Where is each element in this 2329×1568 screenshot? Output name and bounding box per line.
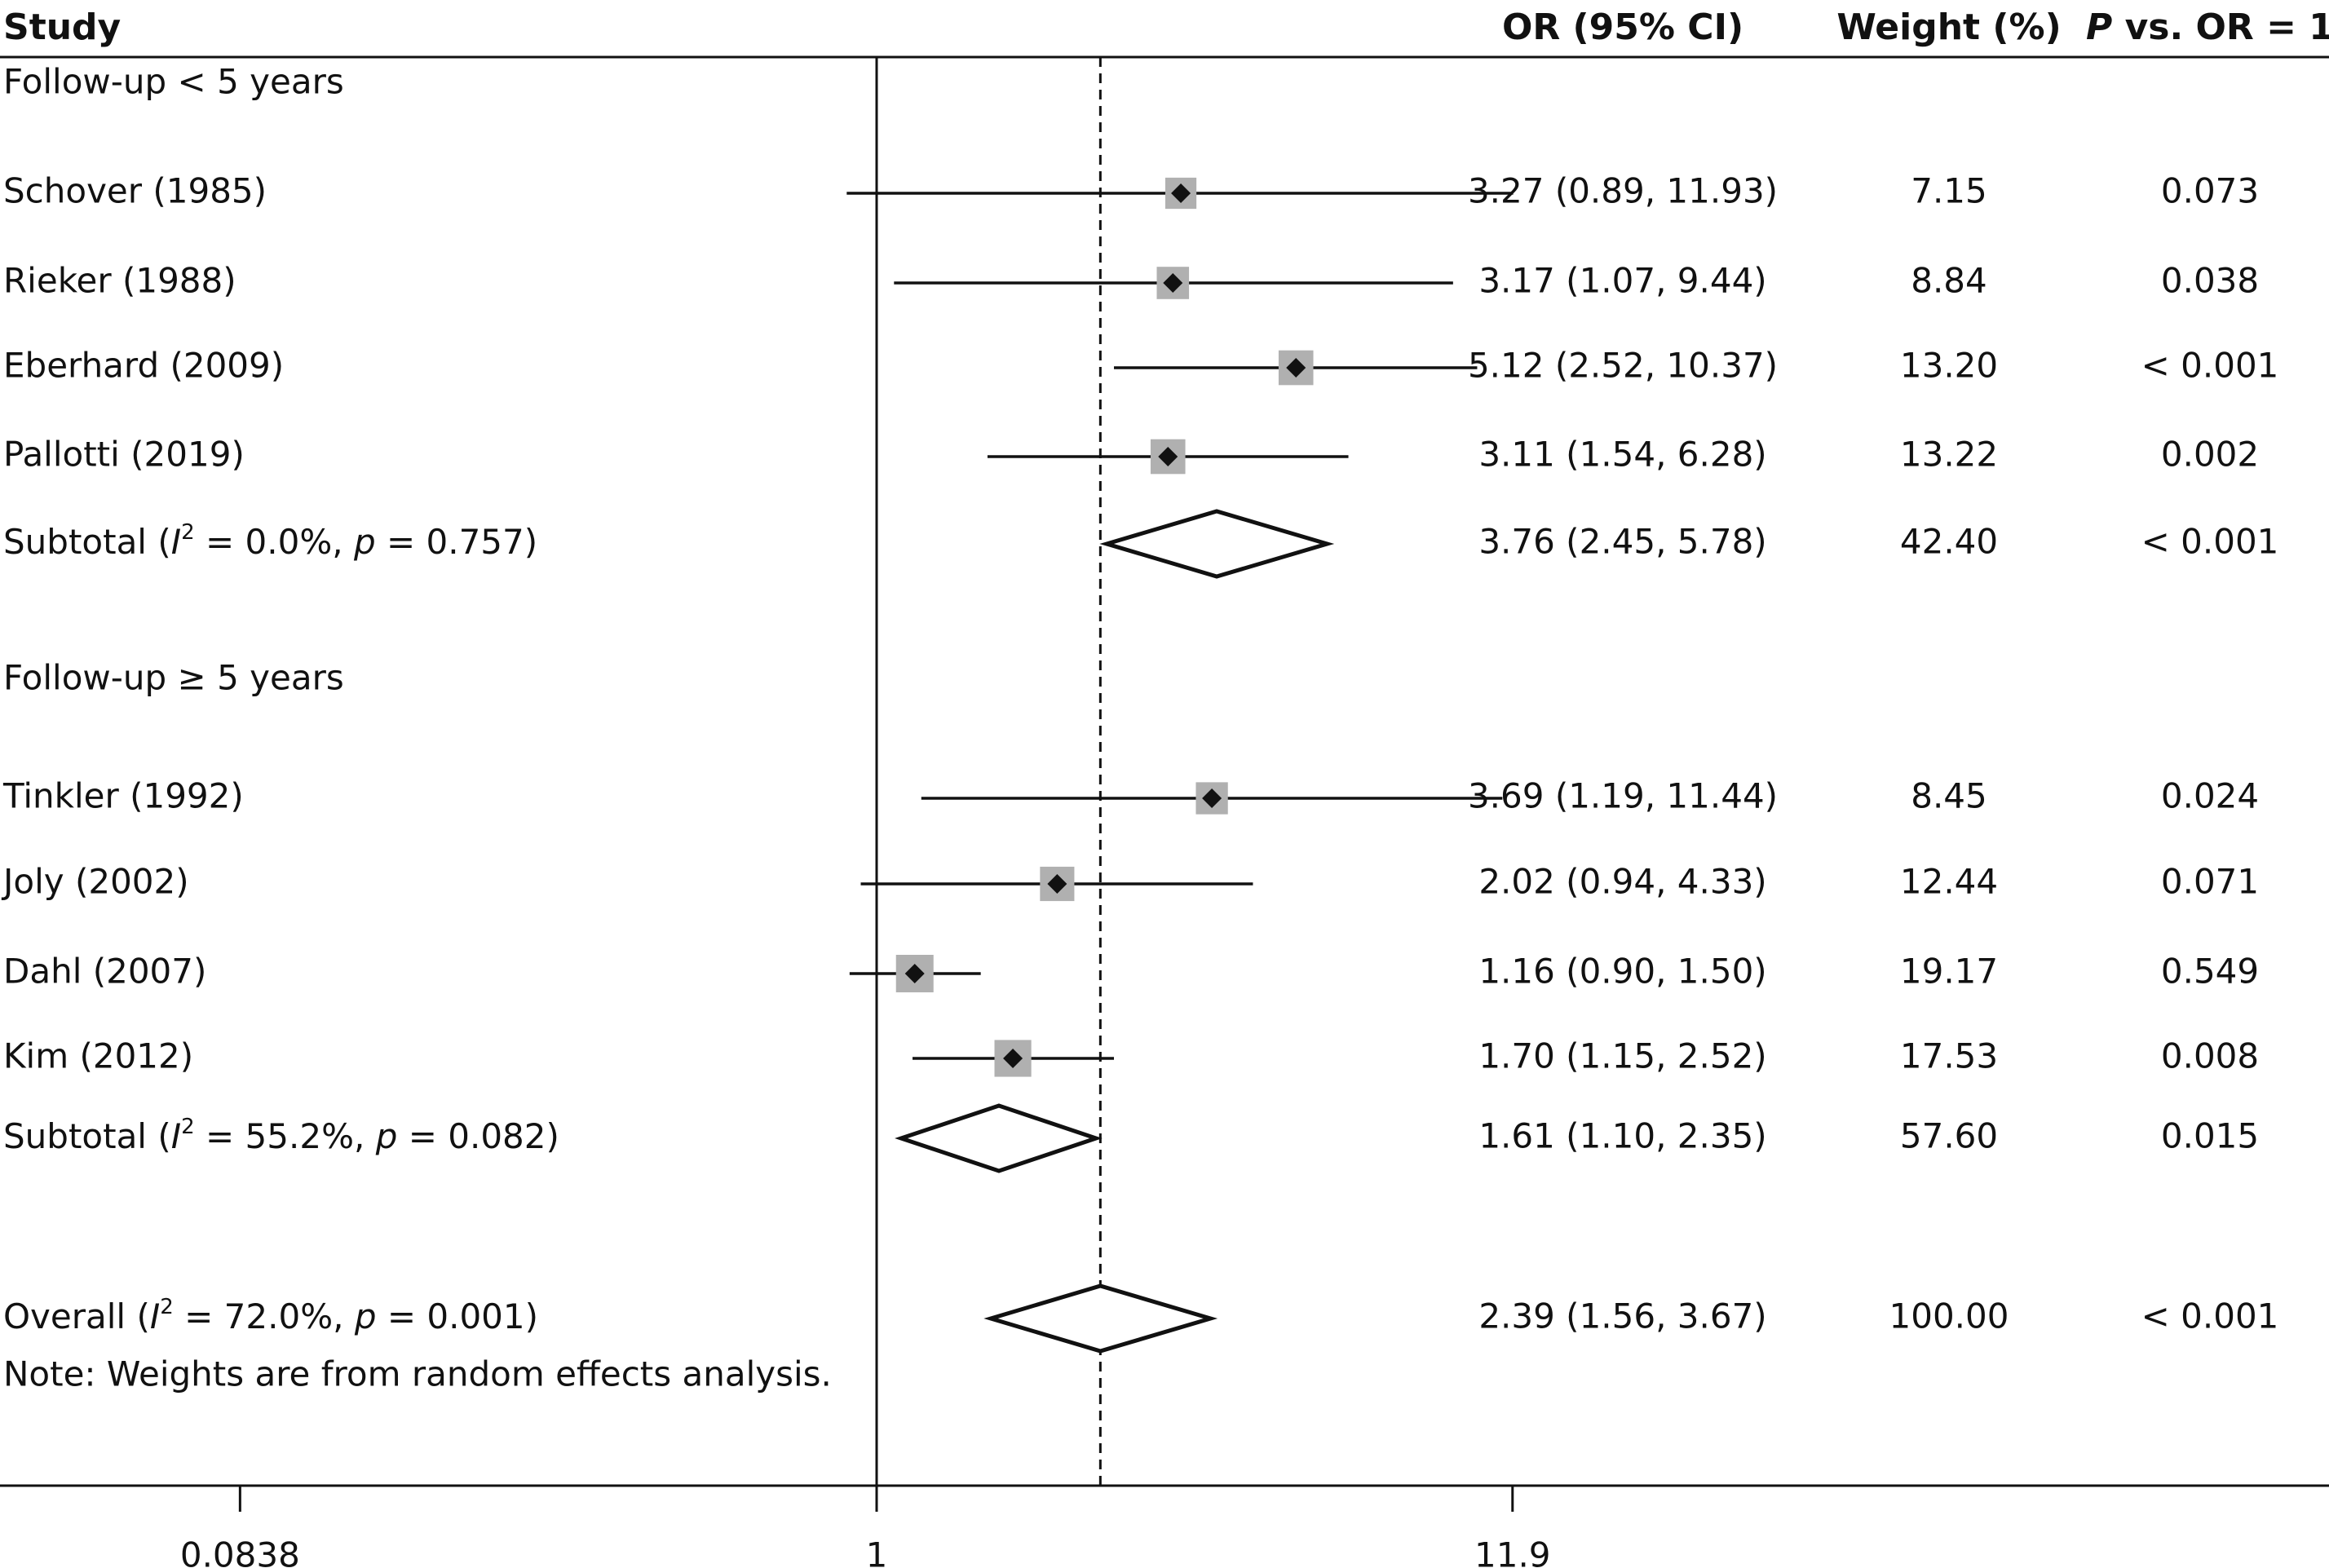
point-estimate <box>1163 273 1183 293</box>
subtotal-diamond <box>895 1103 1103 1173</box>
study-label: Schover (1985) <box>3 171 267 211</box>
weight-value: 100.00 <box>1889 1296 2009 1336</box>
overall-diamond <box>983 1283 1218 1354</box>
header-weight: Weight (%) <box>1836 7 2061 48</box>
weight-value: 13.22 <box>1900 435 1998 475</box>
point-estimate <box>1202 788 1222 808</box>
p-value: 0.015 <box>2161 1116 2259 1156</box>
p-value: 0.008 <box>2161 1036 2259 1076</box>
study-label: Dahl (2007) <box>3 952 206 992</box>
weight-value: 8.84 <box>1911 261 1987 301</box>
study-label: Eberhard (2009) <box>3 346 284 386</box>
x-tick-label: 1 <box>866 1535 888 1568</box>
footnote: Note: Weights are from random effects an… <box>3 1354 832 1394</box>
or-ci-value: 3.17 (1.07, 9.44) <box>1478 261 1766 301</box>
or-ci-value: 1.16 (0.90, 1.50) <box>1478 952 1766 992</box>
p-value: 0.024 <box>2161 776 2259 816</box>
weight-value: 12.44 <box>1900 862 1998 902</box>
p-value: 0.073 <box>2161 171 2259 211</box>
weight-value: 8.45 <box>1911 776 1987 816</box>
x-tick-label: 0.0838 <box>180 1535 300 1568</box>
subtotal-label: Subtotal (I2 = 0.0%, p = 0.757) <box>3 520 537 562</box>
or-ci-value: 5.12 (2.52, 10.37) <box>1468 346 1778 386</box>
or-ci-value: 3.69 (1.19, 11.44) <box>1468 776 1778 816</box>
or-ci-value: 2.39 (1.56, 3.67) <box>1478 1296 1766 1336</box>
p-value: < 0.001 <box>2141 1296 2279 1336</box>
study-label: Tinkler (1992) <box>2 776 244 816</box>
point-estimate <box>1003 1049 1023 1068</box>
weight-value: 57.60 <box>1900 1116 1998 1156</box>
header-study: Study <box>3 7 121 48</box>
p-value: < 0.001 <box>2141 522 2279 562</box>
or-ci-value: 3.76 (2.45, 5.78) <box>1478 522 1766 562</box>
or-ci-value: 3.11 (1.54, 6.28) <box>1478 435 1766 475</box>
p-value: 0.071 <box>2161 862 2259 902</box>
or-ci-value: 1.61 (1.10, 2.35) <box>1478 1116 1766 1156</box>
overall-label: Overall (I2 = 72.0%, p = 0.001) <box>3 1295 538 1336</box>
study-label: Rieker (1988) <box>3 261 236 301</box>
weight-value: 17.53 <box>1900 1036 1998 1076</box>
p-value: 0.002 <box>2161 435 2259 475</box>
point-estimate <box>1286 358 1306 378</box>
header-p-value: P vs. OR = 1 <box>2086 7 2329 48</box>
point-estimate <box>904 964 925 983</box>
group-label: Follow-up < 5 years <box>3 62 344 102</box>
weight-value: 42.40 <box>1900 522 1998 562</box>
weight-value: 7.15 <box>1911 171 1987 211</box>
weight-value: 19.17 <box>1900 952 1998 992</box>
subtotal-label: Subtotal (I2 = 55.2%, p = 0.082) <box>3 1115 559 1156</box>
point-estimate <box>1171 183 1191 203</box>
subtotal-diamond <box>1099 509 1335 579</box>
study-label: Kim (2012) <box>3 1036 193 1076</box>
group-label: Follow-up ≥ 5 years <box>3 658 344 698</box>
or-ci-value: 1.70 (1.15, 2.52) <box>1478 1036 1766 1076</box>
header-or-ci: OR (95% CI) <box>1502 7 1743 48</box>
point-estimate <box>1158 447 1178 466</box>
p-value: < 0.001 <box>2141 346 2279 386</box>
study-label: Pallotti (2019) <box>3 435 245 475</box>
or-ci-value: 3.27 (0.89, 11.93) <box>1468 171 1778 211</box>
p-value: 0.038 <box>2161 261 2259 301</box>
point-estimate <box>1047 874 1067 894</box>
or-ci-value: 2.02 (0.94, 4.33) <box>1478 862 1766 902</box>
x-tick-label: 11.9 <box>1474 1535 1551 1568</box>
weight-value: 13.20 <box>1900 346 1998 386</box>
p-value: 0.549 <box>2161 952 2259 992</box>
study-label: Joly (2002) <box>1 862 189 902</box>
